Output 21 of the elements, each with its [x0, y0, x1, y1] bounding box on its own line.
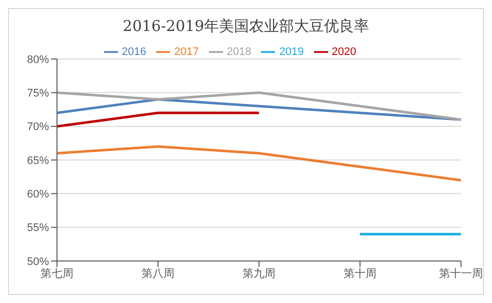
line-series	[56, 98, 462, 121]
x-tick-label: 第七周	[40, 266, 74, 280]
legend-label: 2016	[122, 46, 146, 58]
line-series	[56, 91, 462, 121]
y-tick-label: 70%	[26, 121, 50, 134]
line-series	[56, 145, 462, 182]
y-tick-label: 55%	[26, 222, 50, 234]
chart-title: 2016-2019年美国农业部大豆优良率	[122, 16, 370, 37]
x-tick-label: 第八周	[142, 268, 174, 280]
y-tick-label: 80%	[26, 54, 50, 66]
x-tick-label: 第九周	[242, 266, 276, 280]
legend-label: 2020	[332, 46, 356, 58]
x-tick-label: 第十一周	[439, 266, 483, 280]
legend-label: 2017	[174, 46, 199, 58]
y-tick-label: 50%	[26, 256, 50, 268]
y-tick-label: 75%	[26, 88, 50, 100]
legend-label: 2019	[279, 46, 304, 58]
y-tick-label: 65%	[26, 154, 50, 167]
x-tick-label: 第十周	[344, 266, 376, 280]
legend-label: 2018	[226, 46, 252, 58]
y-tick-label: 60%	[26, 188, 50, 201]
